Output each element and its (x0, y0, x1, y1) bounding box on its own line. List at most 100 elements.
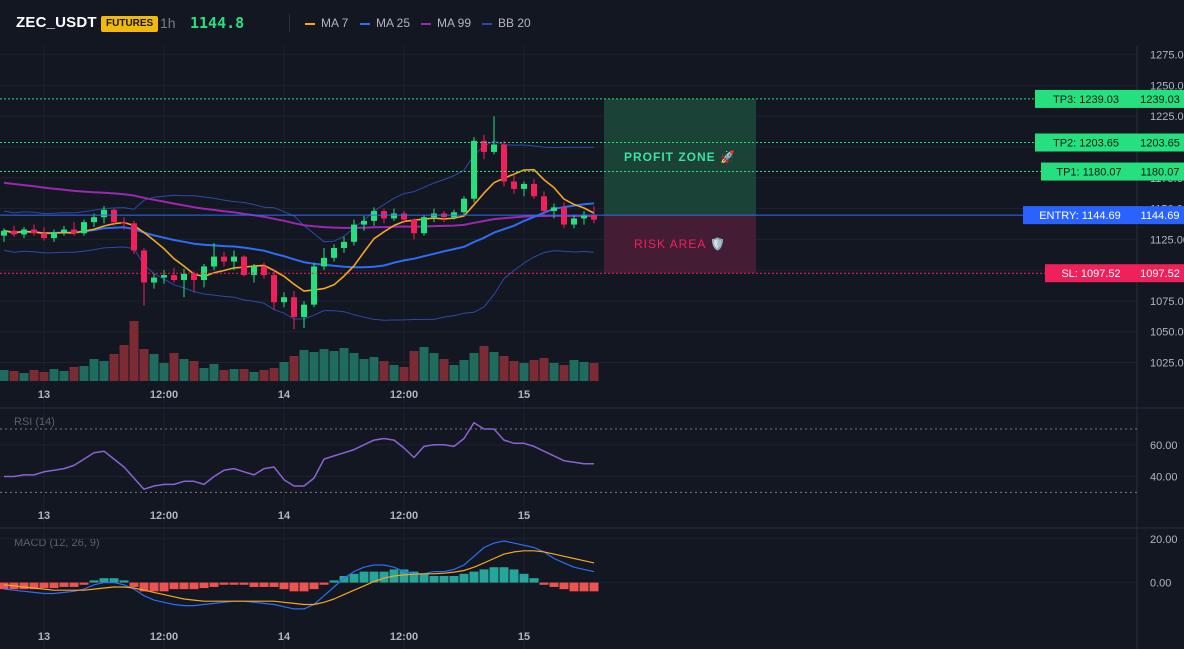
macd-histogram-bar (429, 576, 439, 583)
volume-bar (569, 360, 579, 381)
candle-body (11, 230, 17, 235)
volume-bar (29, 370, 39, 381)
candle-body (1, 230, 7, 236)
candle-body (121, 222, 127, 224)
chart-header: ZEC_USDT FUTURES 1h 1144.8 MA 7 MA 25 MA… (0, 0, 1184, 46)
macd-histogram-bar (399, 569, 409, 583)
volume-bar (179, 359, 189, 381)
macd-time-label: 12:00 (390, 631, 418, 643)
macd-histogram-bar (589, 582, 599, 592)
macd-histogram-bar (319, 582, 329, 585)
volume-bar (549, 363, 559, 381)
candle-body (511, 181, 517, 189)
macd-histogram-bar (469, 571, 479, 583)
macd-histogram-bar (49, 582, 59, 589)
macd-histogram-bar (249, 582, 259, 587)
macd-histogram-bar (39, 582, 49, 589)
candle-body (331, 247, 337, 258)
macd-histogram-bar (299, 582, 309, 592)
ma7-swatch-icon (305, 22, 315, 25)
macd-histogram-bar (19, 582, 29, 590)
timeframe-label[interactable]: 1h (160, 15, 176, 31)
macd-histogram-bar (239, 582, 249, 585)
candle-body (551, 207, 557, 212)
macd-histogram-bar (219, 582, 229, 585)
macd-histogram-bar (519, 573, 529, 583)
level-tag-label-entry: ENTRY: 1144.69 (1039, 210, 1121, 222)
macd-histogram-bar (169, 582, 179, 590)
candle-body (61, 229, 67, 232)
macd-histogram-bar (229, 582, 239, 585)
macd-histogram-bar (579, 582, 589, 592)
level-tag-sl (1045, 264, 1137, 283)
legend-ma7[interactable]: MA 7 (305, 16, 348, 30)
volume-bar (369, 357, 379, 381)
volume-bar (49, 369, 59, 381)
macd-histogram-bar (269, 582, 279, 587)
volume-bar (269, 368, 279, 381)
candle-body (391, 213, 397, 219)
volume-bar (349, 353, 359, 381)
macd-histogram-bar (549, 582, 559, 587)
candle-body (81, 222, 87, 234)
macd-time-label: 15 (518, 631, 530, 643)
axis-tag-label-tp2: 1203.65 (1140, 137, 1180, 149)
volume-bar (249, 372, 259, 381)
volume-bar (149, 354, 159, 381)
volume-bar (319, 349, 329, 381)
volume-bar (169, 353, 179, 381)
profit-zone (604, 98, 756, 216)
macd-histogram-bar (499, 567, 509, 583)
macd-histogram-bar (359, 571, 369, 583)
candle-body (91, 217, 97, 223)
volume-bar (9, 371, 19, 381)
candle-body (521, 183, 527, 189)
volume-bar (119, 345, 129, 381)
macd-histogram-bar (0, 582, 9, 590)
candle-body (51, 231, 57, 239)
candle-body (141, 250, 147, 283)
candle-body (281, 297, 287, 303)
macd-histogram-bar (289, 582, 299, 592)
volume-bar (449, 365, 459, 381)
level-tag-entry (1023, 206, 1137, 225)
candle-body (421, 217, 427, 234)
candle-body (71, 229, 77, 234)
candle-body (111, 209, 117, 223)
volume-bar (499, 356, 509, 381)
candle-body (481, 140, 487, 152)
candle-body (101, 209, 107, 218)
macd-histogram-bar (59, 582, 69, 587)
bb20-swatch-icon (482, 22, 492, 25)
price-time-label: 12:00 (150, 389, 178, 401)
candle-body (131, 223, 137, 251)
volume-bar (289, 356, 299, 381)
candle-body (241, 256, 247, 276)
macd-histogram-bar (369, 571, 379, 583)
volume-bar (339, 348, 349, 381)
macd-line (3, 540, 595, 610)
symbol-name[interactable]: ZEC_USDT (16, 14, 97, 31)
volume-bar (109, 354, 119, 381)
price-tick-label: 1250.00 (1150, 80, 1184, 92)
volume-bar (209, 364, 219, 381)
volume-bar (99, 361, 109, 381)
legend-ma25[interactable]: MA 25 (360, 16, 410, 30)
candle-body (211, 256, 217, 267)
macd-histogram-bar (529, 578, 539, 583)
price-time-label: 13 (38, 389, 50, 401)
candle-body (191, 273, 197, 281)
bb-lower-line (3, 246, 595, 321)
volume-bar (399, 367, 409, 381)
macd-histogram-bar (89, 580, 99, 583)
candle-body (301, 304, 307, 317)
rsi-time-label: 14 (278, 510, 291, 522)
rsi-line (4, 421, 594, 490)
volume-bar (59, 371, 69, 381)
volume-bar (219, 370, 229, 381)
legend-bb20[interactable]: BB 20 (482, 16, 531, 30)
volume-bar (139, 349, 149, 381)
legend-ma99[interactable]: MA 99 (421, 16, 471, 30)
candle-body (541, 196, 547, 212)
